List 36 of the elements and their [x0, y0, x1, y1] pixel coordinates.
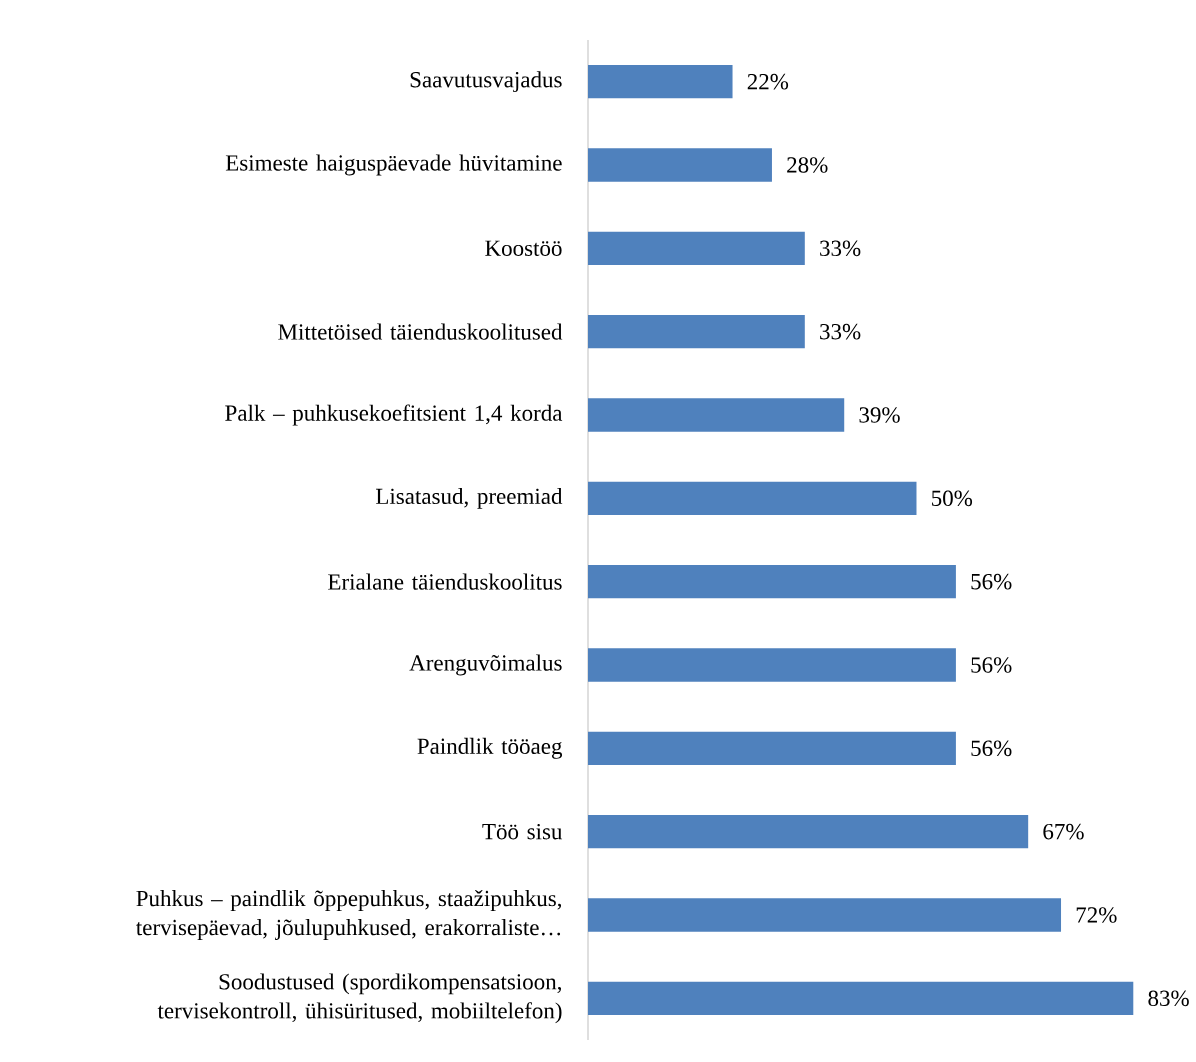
y-tick-label: Palk – puhkusekoefitsient 1,4 korda	[225, 404, 563, 426]
bar	[588, 815, 1029, 849]
y-tick-label: Töö sisu	[482, 823, 563, 840]
data-label: 22%	[747, 73, 789, 90]
data-label: 39%	[859, 407, 900, 423]
y-tick-label: Saavutusvajadus	[410, 71, 562, 93]
y-tick-label: Paindlik tööaeg	[417, 737, 563, 759]
data-label: 56%	[971, 740, 1012, 757]
data-label: 67%	[1043, 823, 1084, 840]
y-tick-label: Soodustused (spordikompensatsioon, tervisekontroll, ühisüritused, mobiiltelefon)	[157, 973, 562, 1024]
y-tick-label: Mittetöised täienduskoolitused	[278, 323, 563, 340]
bar	[588, 315, 805, 349]
data-label: 72%	[1076, 907, 1117, 923]
bar	[588, 648, 956, 682]
y-tick-label: Arenguvõimalus	[409, 654, 562, 676]
bar	[588, 481, 917, 515]
y-tick-label: Puhkus – paindlik õppepuhkus, staažipuhkus, tervisepäevad, jõulupuhkused, erakorraliste…	[136, 890, 562, 940]
bar	[588, 148, 772, 182]
bar	[588, 981, 1134, 1015]
data-label: 33%	[820, 323, 861, 340]
data-label: 56%	[971, 573, 1012, 590]
data-label: 33%	[820, 240, 861, 257]
bar	[588, 398, 845, 432]
bar	[588, 65, 733, 99]
bar	[588, 565, 956, 599]
bar	[588, 231, 805, 265]
y-tick-label: Esimeste haiguspäevade hüvitamine	[225, 154, 562, 176]
data-label: 28%	[787, 157, 828, 173]
y-tick-label: Lisatasud, preemiad	[375, 487, 563, 509]
bar	[588, 898, 1062, 932]
y-tick-label: Erialane täienduskoolitus	[328, 573, 562, 590]
data-label: 50%	[932, 490, 973, 507]
y-tick-label: Koostöö	[485, 240, 562, 256]
data-label: 56%	[971, 657, 1012, 673]
bar	[588, 731, 956, 765]
data-label: 83%	[1148, 990, 1189, 1007]
